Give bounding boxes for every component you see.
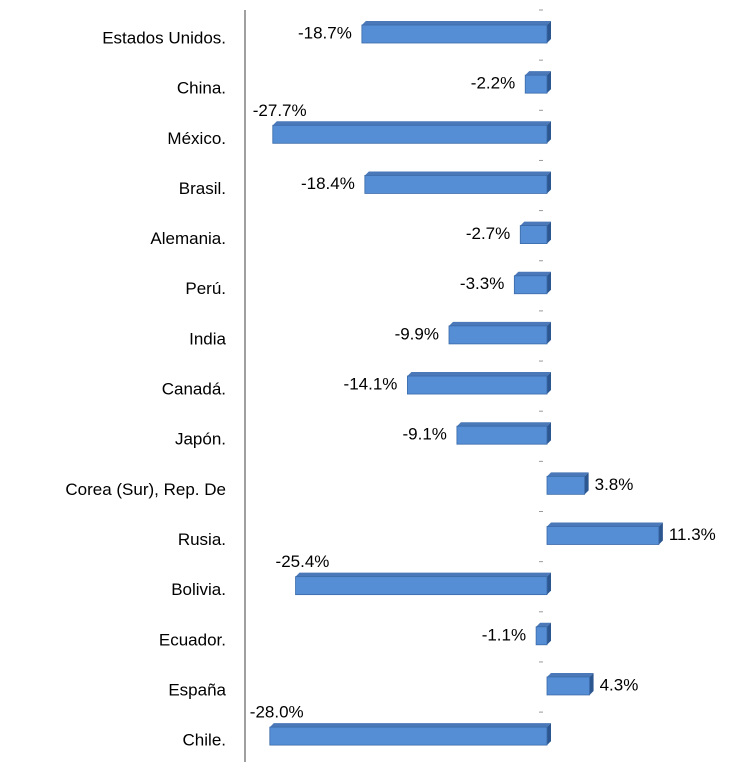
bar-side bbox=[584, 472, 589, 495]
data-label: 3.8% bbox=[595, 475, 634, 494]
y-tick-label: Japón. bbox=[175, 430, 226, 449]
bar-top bbox=[364, 171, 551, 176]
bar bbox=[519, 225, 548, 245]
data-label: -18.4% bbox=[301, 174, 355, 193]
bar-top bbox=[547, 672, 594, 677]
bar-top bbox=[407, 372, 551, 377]
bar-top bbox=[536, 622, 551, 627]
bar-top bbox=[520, 221, 551, 226]
bar-side bbox=[547, 723, 551, 746]
bar-top bbox=[514, 271, 551, 276]
y-tick-label: India bbox=[189, 329, 226, 348]
bar-side bbox=[547, 121, 551, 144]
bar bbox=[456, 425, 548, 445]
y-tick-label: Perú. bbox=[185, 279, 226, 298]
bar bbox=[513, 275, 548, 295]
bar-top bbox=[361, 21, 551, 25]
bar-side bbox=[547, 71, 551, 94]
bar-side bbox=[547, 422, 551, 445]
bar bbox=[546, 676, 590, 696]
y-tick-label: Estados Unidos. bbox=[102, 28, 226, 47]
y-tick-label: España bbox=[168, 680, 226, 699]
data-label: -2.7% bbox=[466, 224, 510, 243]
bar bbox=[361, 24, 548, 44]
bar bbox=[269, 726, 548, 746]
bar-side bbox=[547, 171, 551, 194]
bar-top bbox=[547, 472, 589, 477]
bar-side bbox=[547, 622, 551, 645]
data-label: -2.2% bbox=[471, 74, 515, 93]
data-label: -27.7% bbox=[253, 101, 307, 120]
bar bbox=[272, 124, 548, 144]
data-label: -25.4% bbox=[276, 552, 330, 571]
bar-top bbox=[547, 522, 663, 527]
data-label: -3.3% bbox=[460, 274, 504, 293]
y-tick-label: Canadá. bbox=[162, 380, 226, 399]
bar bbox=[524, 74, 548, 94]
data-label: 11.3% bbox=[669, 525, 716, 544]
bar-top bbox=[269, 723, 551, 728]
bar-side bbox=[547, 21, 551, 43]
y-tick-label: Corea (Sur), Rep. De bbox=[65, 480, 226, 499]
bar-side bbox=[547, 572, 551, 595]
data-label: -1.1% bbox=[482, 625, 526, 644]
bar-top bbox=[295, 572, 551, 577]
bar bbox=[535, 626, 548, 646]
y-tick-label: Ecuador. bbox=[159, 630, 226, 649]
y-tick-label: Chile. bbox=[183, 731, 226, 750]
y-tick-label: México. bbox=[167, 129, 226, 148]
bar bbox=[546, 526, 660, 545]
data-label: 4.3% bbox=[600, 675, 639, 694]
y-tick-label: Bolivia. bbox=[171, 580, 226, 599]
y-tick-label: Alemania. bbox=[150, 229, 226, 248]
data-label: -14.1% bbox=[344, 375, 398, 394]
bar bbox=[448, 325, 548, 345]
bar bbox=[295, 576, 548, 596]
bar-side bbox=[547, 321, 551, 344]
bar-top bbox=[525, 71, 551, 76]
data-label: -18.7% bbox=[298, 23, 352, 42]
bar-side bbox=[547, 271, 551, 294]
y-tick-label: China. bbox=[177, 79, 226, 98]
bar bbox=[546, 475, 586, 495]
bar-top bbox=[456, 422, 551, 427]
y-tick-label: Rusia. bbox=[178, 530, 226, 549]
bar-top bbox=[448, 321, 551, 326]
y-tick-label: Brasil. bbox=[179, 179, 226, 198]
bar-side bbox=[547, 221, 551, 244]
bar-side bbox=[658, 522, 663, 545]
bar bbox=[364, 175, 548, 194]
data-label: -9.1% bbox=[402, 425, 446, 444]
data-label: -9.9% bbox=[395, 324, 439, 343]
bar-top bbox=[272, 121, 551, 126]
bar bbox=[407, 375, 548, 395]
data-label: -28.0% bbox=[250, 703, 304, 722]
bar-side bbox=[589, 672, 594, 695]
bar-side bbox=[547, 372, 551, 395]
